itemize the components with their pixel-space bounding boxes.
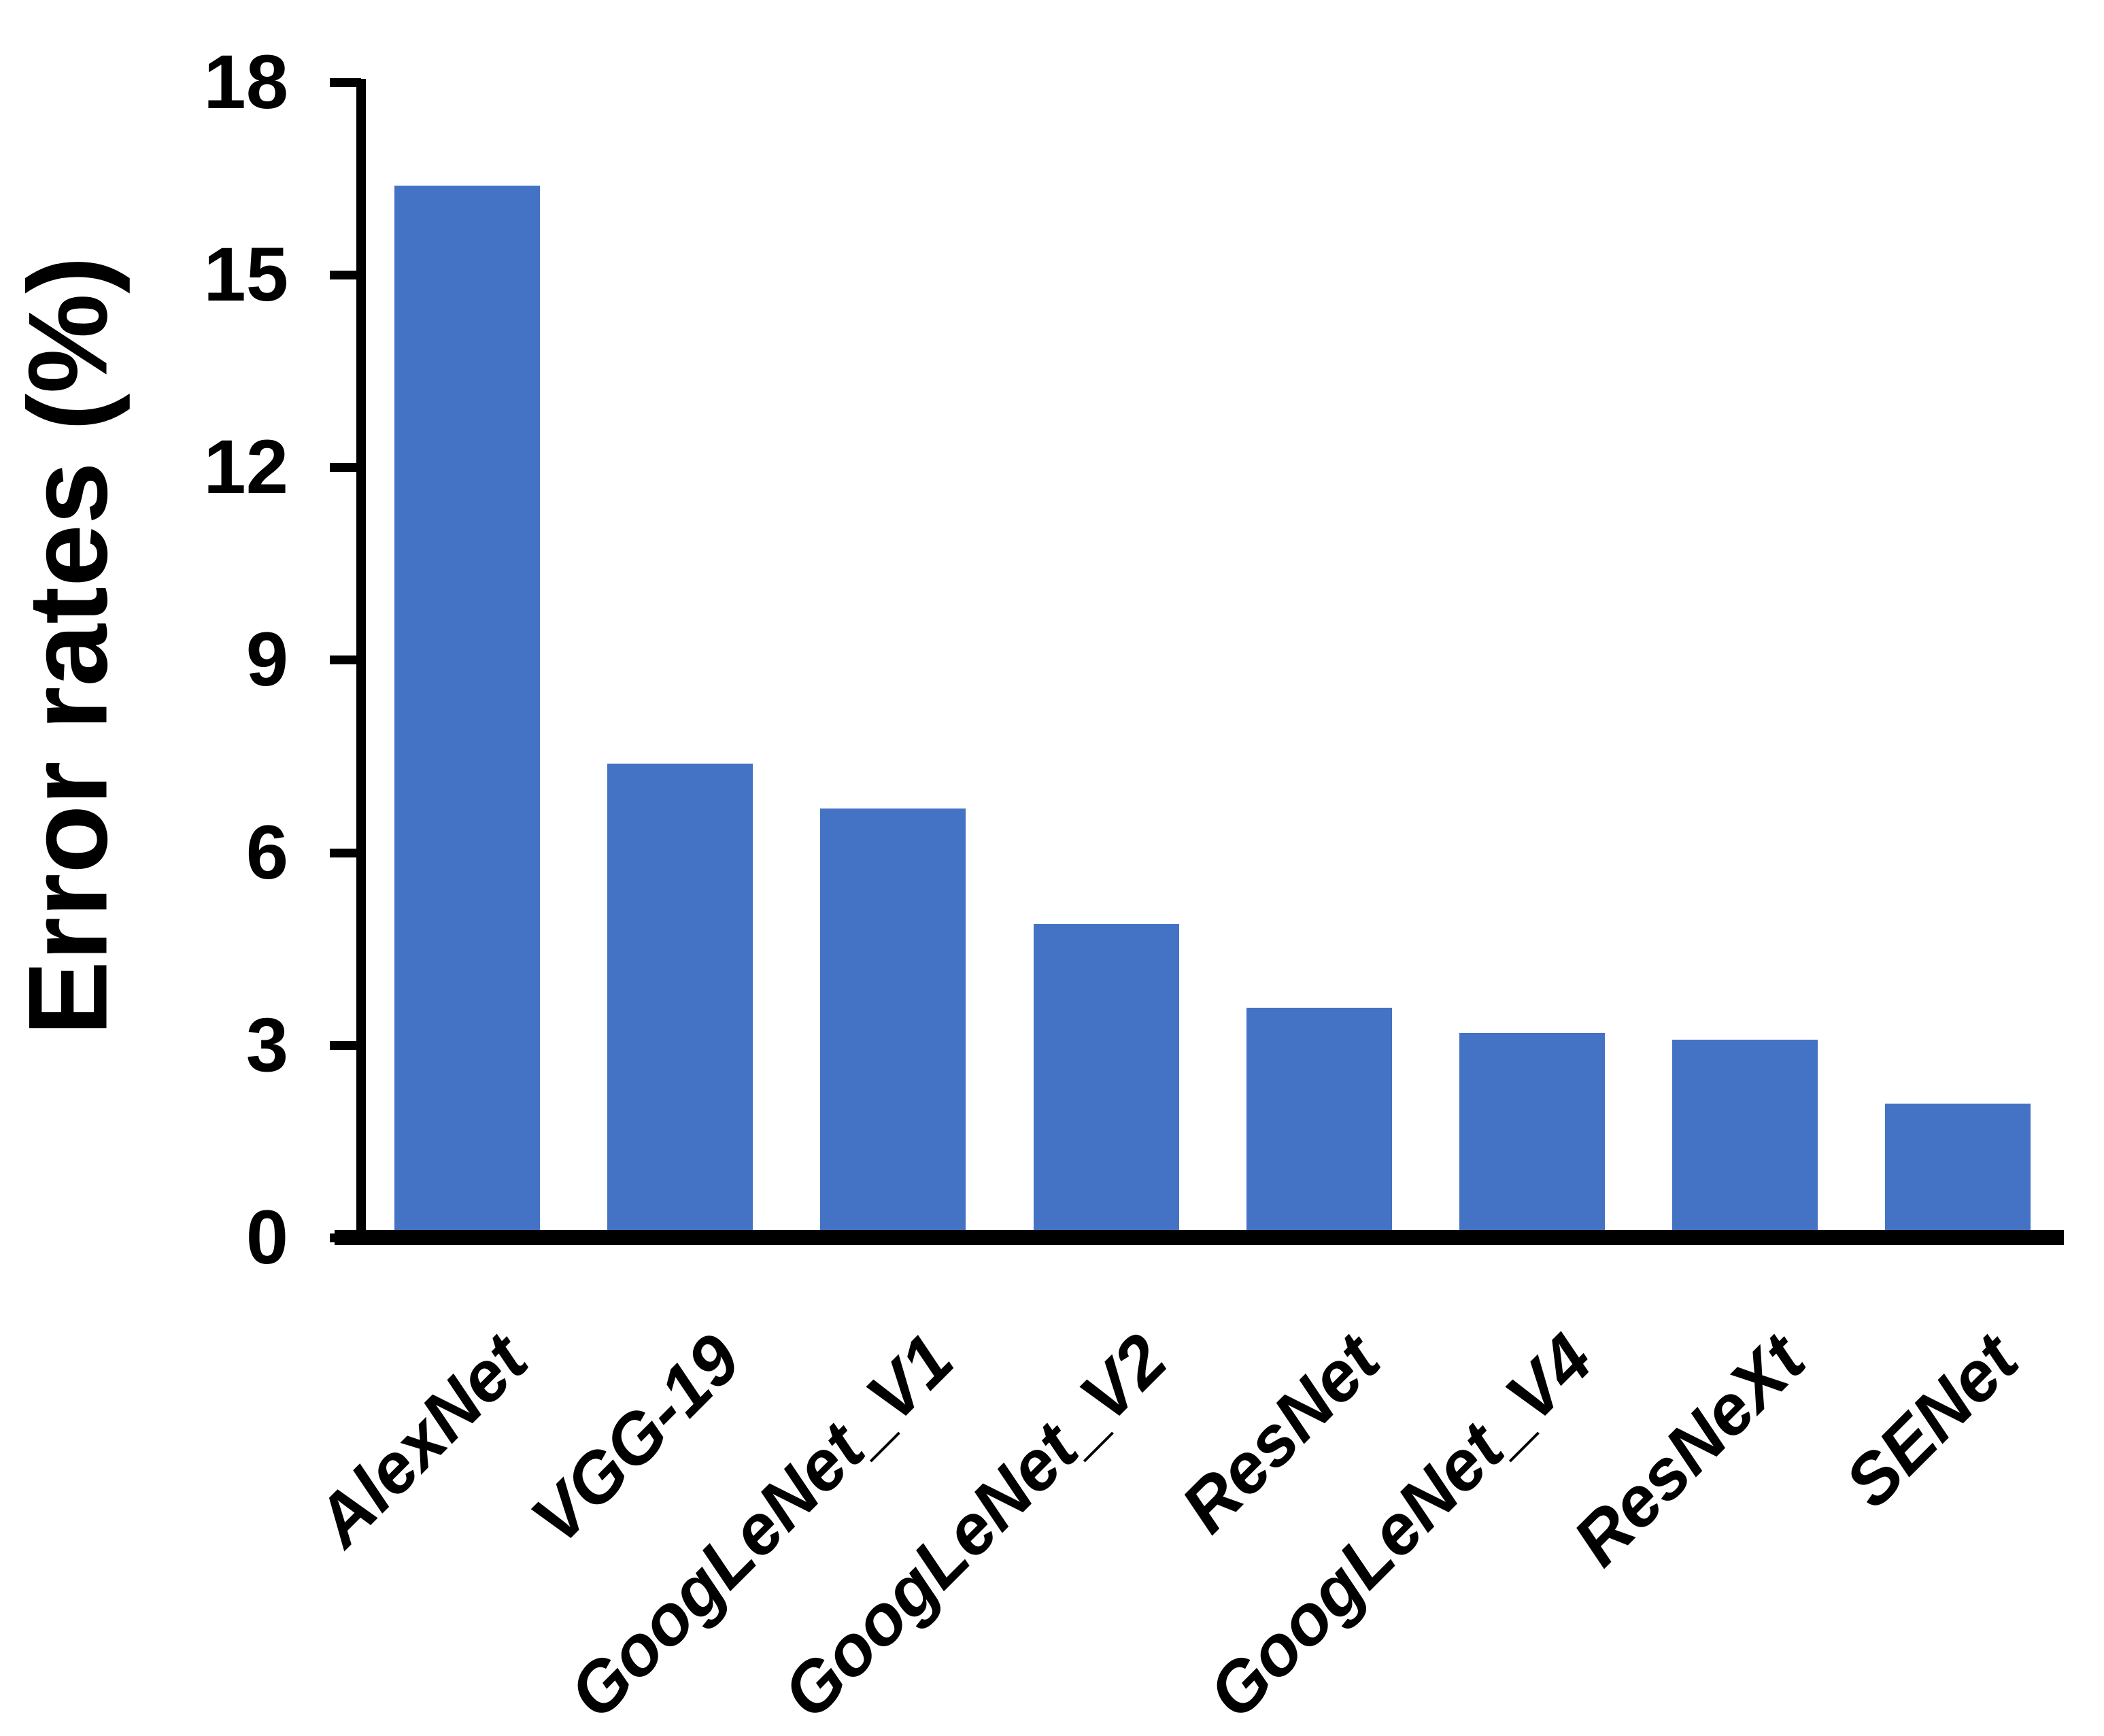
y-tick-label: 6 xyxy=(245,810,288,895)
x-category-label: GoogLeNet_V2 xyxy=(767,1319,1182,1734)
x-category-label: ResNeXt xyxy=(1559,1319,1820,1582)
x-category-label: AlexNet xyxy=(300,1319,543,1562)
y-tick-label: 18 xyxy=(203,39,288,124)
x-category-label: GoogLeNet_V1 xyxy=(554,1319,968,1734)
bar-ResNet xyxy=(1246,1008,1392,1245)
bar-SENet xyxy=(1885,1104,2031,1245)
y-axis-line xyxy=(356,79,366,1245)
y-tick-mark xyxy=(330,1041,361,1050)
y-tick-mark xyxy=(330,78,361,87)
bar-VGG-19 xyxy=(607,764,753,1245)
x-axis-line xyxy=(335,1230,2064,1245)
x-category-label: SENet xyxy=(1829,1319,2033,1523)
y-tick-label: 9 xyxy=(245,617,288,702)
bar-ResNeXt xyxy=(1672,1040,1818,1245)
x-category-label: GoogLeNet_V4 xyxy=(1193,1319,1608,1734)
y-tick-mark xyxy=(330,656,361,664)
bar-GoogLeNet_V1 xyxy=(820,809,966,1245)
bar-GoogLeNet_V2 xyxy=(1034,924,1179,1245)
y-tick-mark xyxy=(330,849,361,857)
y-tick-label: 0 xyxy=(245,1195,288,1280)
y-tick-mark xyxy=(330,271,361,279)
y-tick-label: 3 xyxy=(245,1002,288,1087)
y-tick-mark xyxy=(330,463,361,472)
y-tick-label: 15 xyxy=(203,232,288,317)
bar-AlexNet xyxy=(394,186,540,1245)
y-tick-label: 12 xyxy=(203,424,288,509)
bar-GoogLeNet_V4 xyxy=(1459,1033,1605,1245)
